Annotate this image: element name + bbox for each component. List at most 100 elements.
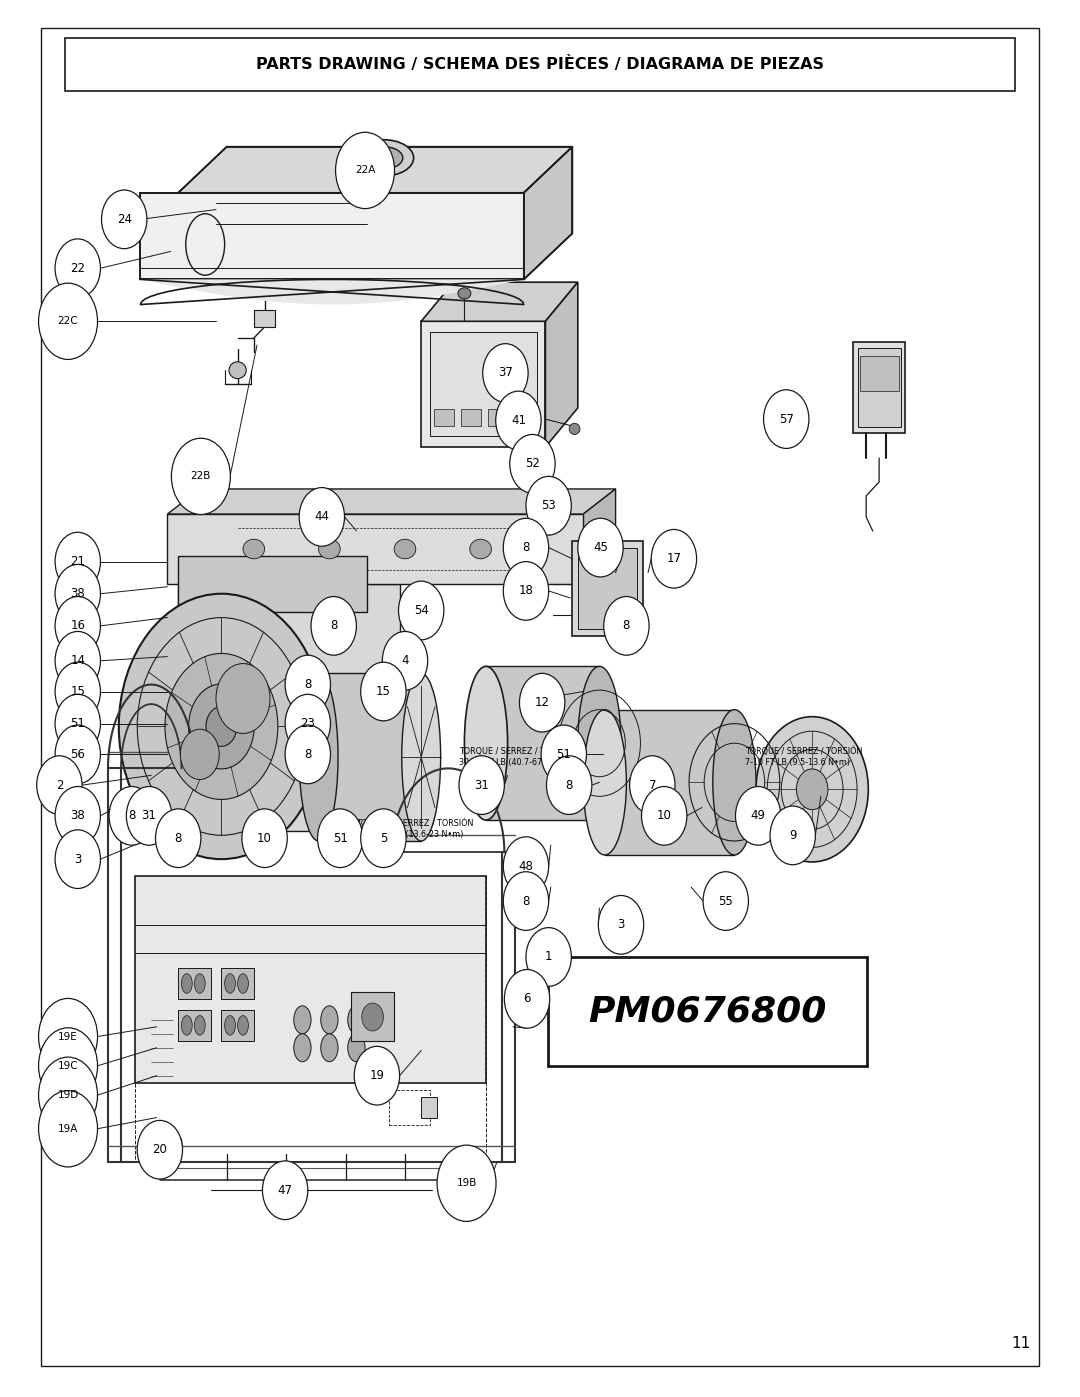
- Text: 8: 8: [566, 778, 572, 792]
- Polygon shape: [319, 673, 421, 841]
- Polygon shape: [140, 279, 524, 305]
- Ellipse shape: [225, 1016, 235, 1035]
- Circle shape: [242, 809, 287, 868]
- Ellipse shape: [583, 710, 626, 855]
- Circle shape: [39, 1058, 97, 1133]
- Circle shape: [39, 1028, 97, 1104]
- Text: 10: 10: [257, 831, 272, 845]
- Ellipse shape: [470, 539, 491, 559]
- Bar: [421, 1097, 437, 1118]
- Ellipse shape: [321, 1006, 338, 1034]
- Circle shape: [503, 518, 549, 577]
- Ellipse shape: [362, 1003, 383, 1031]
- Text: 52: 52: [525, 457, 540, 471]
- Text: 3: 3: [75, 852, 81, 866]
- Ellipse shape: [194, 1016, 205, 1035]
- Polygon shape: [605, 710, 734, 855]
- Circle shape: [703, 872, 748, 930]
- Bar: [858, 348, 901, 427]
- Polygon shape: [421, 321, 545, 447]
- Polygon shape: [486, 666, 599, 820]
- Text: 22: 22: [70, 261, 85, 275]
- Circle shape: [39, 1091, 97, 1166]
- Ellipse shape: [238, 1016, 248, 1035]
- Text: 2: 2: [56, 778, 63, 792]
- Circle shape: [796, 768, 828, 810]
- Text: TORQUE / SERREZ / TORSIÓN
7-10 FT LB (9.5-13.6 N•m): TORQUE / SERREZ / TORSIÓN 7-10 FT LB (9.…: [745, 747, 863, 767]
- Text: 48: 48: [518, 859, 534, 873]
- Polygon shape: [178, 147, 572, 193]
- Text: 19D: 19D: [57, 1090, 79, 1101]
- Text: PARTS DRAWING / SCHEMA DES PIÈCES / DIAGRAMA DE PIEZAS: PARTS DRAWING / SCHEMA DES PIÈCES / DIAG…: [256, 56, 824, 73]
- Ellipse shape: [181, 1016, 192, 1035]
- Circle shape: [55, 631, 100, 690]
- Bar: [254, 310, 275, 327]
- Bar: [430, 332, 537, 436]
- Text: 8: 8: [305, 678, 311, 692]
- Circle shape: [496, 391, 541, 450]
- Text: PM0676800: PM0676800: [589, 995, 826, 1028]
- Text: 56: 56: [70, 747, 85, 761]
- Text: 31: 31: [141, 809, 157, 823]
- FancyBboxPatch shape: [548, 957, 867, 1066]
- Bar: [221, 1010, 254, 1041]
- Circle shape: [285, 694, 330, 753]
- Text: 21: 21: [70, 555, 85, 569]
- Ellipse shape: [464, 666, 508, 820]
- Polygon shape: [167, 489, 616, 514]
- Text: 49: 49: [751, 809, 766, 823]
- Circle shape: [546, 756, 592, 814]
- Text: 44: 44: [314, 510, 329, 524]
- Ellipse shape: [569, 423, 580, 434]
- Bar: [572, 541, 643, 636]
- Bar: [461, 409, 481, 426]
- Ellipse shape: [348, 1034, 365, 1062]
- Polygon shape: [524, 147, 572, 279]
- Text: 6: 6: [524, 992, 530, 1006]
- Text: 3: 3: [618, 918, 624, 932]
- Text: 20: 20: [152, 1143, 167, 1157]
- Text: 19B: 19B: [457, 1178, 476, 1189]
- Text: 38: 38: [70, 809, 85, 823]
- Circle shape: [642, 787, 687, 845]
- Circle shape: [756, 717, 868, 862]
- Circle shape: [216, 664, 270, 733]
- Circle shape: [55, 597, 100, 655]
- Circle shape: [55, 564, 100, 623]
- Bar: [221, 968, 254, 999]
- Ellipse shape: [713, 710, 756, 855]
- Text: 51: 51: [556, 747, 571, 761]
- Circle shape: [361, 662, 406, 721]
- Text: 8: 8: [175, 831, 181, 845]
- Circle shape: [630, 756, 675, 814]
- Text: 47: 47: [278, 1183, 293, 1197]
- Ellipse shape: [225, 974, 235, 993]
- Text: 15: 15: [376, 685, 391, 698]
- Bar: [178, 968, 211, 999]
- Ellipse shape: [458, 288, 471, 299]
- Text: 14: 14: [70, 654, 85, 668]
- Text: 5: 5: [380, 831, 387, 845]
- Circle shape: [189, 685, 254, 768]
- Circle shape: [55, 787, 100, 845]
- Polygon shape: [178, 556, 367, 612]
- Polygon shape: [583, 489, 616, 584]
- Circle shape: [503, 837, 549, 895]
- Text: 1: 1: [545, 950, 552, 964]
- Circle shape: [437, 1146, 496, 1221]
- Text: 12: 12: [535, 696, 550, 710]
- Text: 38: 38: [70, 587, 85, 601]
- Circle shape: [598, 895, 644, 954]
- Circle shape: [382, 631, 428, 690]
- Text: 55: 55: [718, 894, 733, 908]
- Text: 51: 51: [333, 831, 348, 845]
- Circle shape: [126, 787, 172, 845]
- Circle shape: [172, 439, 230, 514]
- Text: 22C: 22C: [57, 316, 79, 327]
- Text: 53: 53: [541, 499, 556, 513]
- Polygon shape: [421, 282, 578, 321]
- Circle shape: [109, 787, 154, 845]
- Circle shape: [180, 729, 219, 780]
- Ellipse shape: [294, 1006, 311, 1034]
- Text: 31: 31: [474, 778, 489, 792]
